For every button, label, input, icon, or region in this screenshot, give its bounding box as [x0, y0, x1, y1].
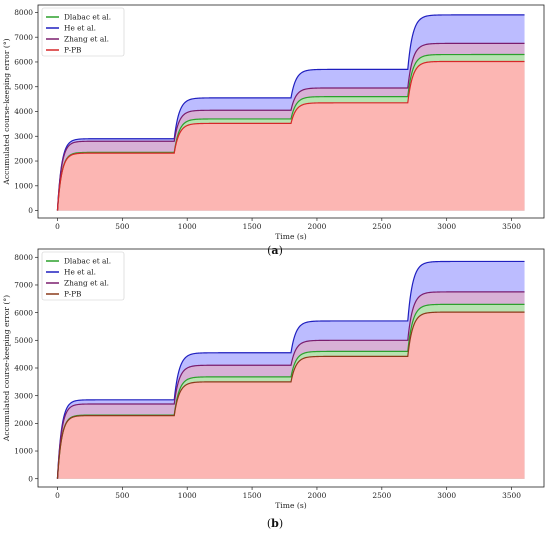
x-tick-label: 2500: [372, 222, 391, 231]
caption-a-letter: a: [271, 244, 279, 257]
legend-label: P-PB: [64, 290, 81, 299]
x-axis-label: Time (s): [275, 232, 306, 241]
line-he-et-al-: [56, 14, 525, 211]
y-tick-label: 0: [28, 206, 33, 215]
caption-b: (b): [266, 517, 284, 530]
caption-a: (a): [267, 244, 283, 257]
legend-box: [41, 7, 125, 57]
y-tick-label: 6000: [14, 58, 33, 67]
y-tick-label: 8000: [14, 253, 33, 262]
line-p-pb: [56, 311, 525, 479]
area-p-pb: [57, 312, 525, 479]
caption-b-letter: b: [271, 517, 279, 530]
x-tick-label: 3000: [437, 491, 456, 500]
y-tick-label: 7000: [14, 281, 33, 290]
y-tick-label: 7000: [14, 33, 33, 42]
line-p-pb: [56, 60, 525, 211]
y-tick-label: 1000: [14, 181, 33, 190]
legend-label: Zhang et al.: [64, 279, 109, 288]
y-tick-label: 3000: [14, 132, 33, 141]
y-tick-label: 5000: [14, 336, 33, 345]
x-tick-label: 3000: [437, 222, 456, 231]
x-axis-label: Time (s): [275, 501, 306, 510]
x-tick-label: 0: [55, 491, 60, 500]
x-tick-label: 500: [115, 222, 129, 231]
x-tick-label: 3500: [502, 491, 521, 500]
x-tick-label: 1500: [243, 222, 262, 231]
x-tick-label: 1000: [178, 491, 197, 500]
y-tick-label: 1000: [14, 447, 33, 456]
x-tick-label: 2000: [308, 491, 327, 500]
x-tick-label: 0: [55, 222, 60, 231]
y-axis-label: Accumulated course-keeping error (°): [2, 38, 11, 185]
y-tick-label: 4000: [14, 364, 33, 373]
y-tick-label: 2000: [14, 157, 33, 166]
x-tick-label: 500: [115, 491, 129, 500]
y-tick-label: 2000: [14, 419, 33, 428]
legend-label: P-PB: [64, 46, 81, 55]
x-tick-label: 1500: [243, 491, 262, 500]
x-tick-label: 2500: [372, 491, 391, 500]
line-he-et-al-: [56, 260, 525, 479]
line-zhang-et-al-: [56, 291, 525, 479]
y-tick-label: 0: [28, 474, 33, 483]
legend-label: Dlabac et al.: [64, 13, 111, 22]
legend-label: Dlabac et al.: [64, 257, 111, 266]
chart-panel-b: 0 500 1000 1500 2000 2500 3000 3500 0 1000 2000 300…: [2, 248, 545, 510]
legend-label: He et al.: [64, 24, 96, 33]
y-tick-label: 8000: [14, 8, 33, 17]
y-tick-label: 5000: [14, 82, 33, 91]
y-axis-label: Accumulated course-keeping error (°): [2, 295, 11, 442]
y-tick-label: 4000: [14, 107, 33, 116]
line-zhang-et-al-: [56, 42, 525, 211]
y-tick-label: 6000: [14, 308, 33, 317]
chart-panel-a: 0 500 1000 1500 2000 2500 3000 3500 0 1000 2000 300…: [2, 4, 545, 241]
line-dlabac-et-al-: [56, 53, 525, 211]
area-p-pb: [57, 61, 525, 211]
legend-label: He et al.: [64, 268, 96, 277]
x-tick-label: 2000: [308, 222, 327, 231]
legend-label: Zhang et al.: [64, 35, 109, 44]
x-tick-label: 1000: [178, 222, 197, 231]
y-tick-label: 3000: [14, 391, 33, 400]
x-tick-label: 3500: [502, 222, 521, 231]
legend-box: [41, 251, 125, 301]
